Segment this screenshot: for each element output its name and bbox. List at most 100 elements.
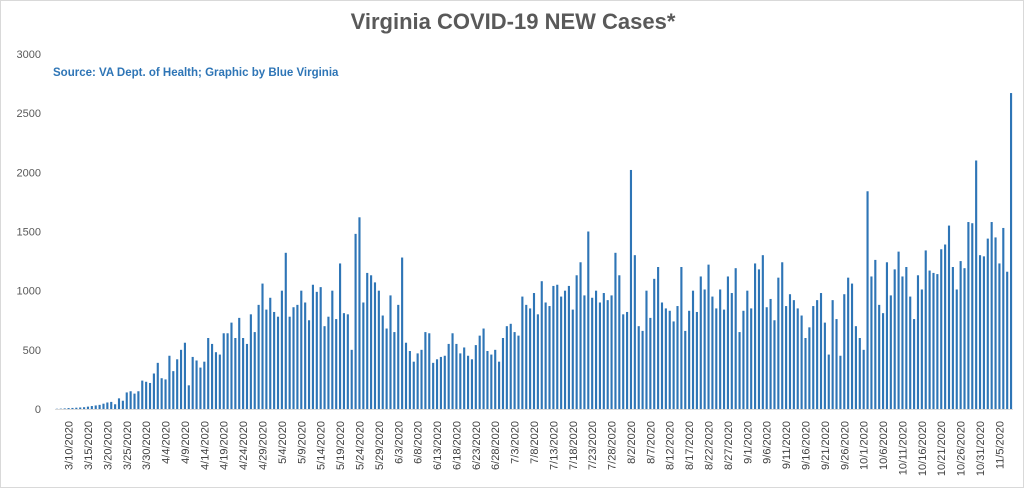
bar — [894, 269, 896, 409]
bar — [1002, 228, 1004, 409]
bar — [696, 312, 698, 409]
bar — [909, 297, 911, 409]
bar — [118, 398, 120, 409]
bar — [669, 311, 671, 409]
bar — [467, 356, 469, 409]
bar — [475, 345, 477, 409]
bar — [579, 262, 581, 409]
bar — [525, 305, 527, 409]
x-tick-label: 8/7/2020 — [645, 421, 657, 464]
y-tick-label: 500 — [23, 345, 41, 357]
bar — [754, 263, 756, 409]
bar — [382, 316, 384, 409]
bar — [991, 222, 993, 409]
x-tick-label: 3/25/2020 — [122, 421, 134, 470]
x-tick-label: 4/29/2020 — [258, 421, 270, 470]
bar — [273, 312, 275, 409]
bar — [529, 308, 531, 409]
bar — [843, 294, 845, 409]
bar — [828, 355, 830, 409]
bar — [137, 391, 139, 409]
bar — [227, 333, 229, 409]
y-tick-label: 1500 — [17, 227, 41, 239]
bar — [304, 303, 306, 410]
bar — [1010, 93, 1012, 409]
x-tick-label: 3/10/2020 — [64, 421, 76, 470]
x-tick-label: 4/24/2020 — [238, 421, 250, 470]
x-tick-label: 5/9/2020 — [296, 421, 308, 464]
bar — [188, 385, 190, 409]
bar — [289, 317, 291, 409]
bar — [560, 297, 562, 409]
bar — [351, 350, 353, 409]
bar — [164, 379, 166, 409]
bar — [95, 405, 97, 409]
bar — [537, 314, 539, 409]
x-tick-label: 6/18/2020 — [451, 421, 463, 470]
x-tick-label: 4/9/2020 — [180, 421, 192, 464]
y-tick-label: 3000 — [17, 49, 41, 61]
bar — [459, 353, 461, 409]
bar — [994, 237, 996, 409]
x-tick-label: 7/23/2020 — [587, 421, 599, 470]
x-tick-label: 6/23/2020 — [471, 421, 483, 470]
x-tick-label: 6/8/2020 — [413, 421, 425, 464]
bar — [773, 320, 775, 409]
x-tick-label: 8/22/2020 — [704, 421, 716, 470]
bar — [308, 320, 310, 409]
bar — [921, 289, 923, 409]
bar — [296, 305, 298, 409]
bar — [956, 289, 958, 409]
bar — [704, 289, 706, 409]
bar — [952, 267, 954, 409]
x-tick-label: 8/2/2020 — [626, 421, 638, 464]
bar — [424, 332, 426, 409]
bar — [638, 326, 640, 409]
x-tick-label: 9/16/2020 — [800, 421, 812, 470]
bar — [238, 318, 240, 409]
x-tick-label: 7/18/2020 — [568, 421, 580, 470]
bar — [715, 308, 717, 409]
x-tick-label: 10/11/2020 — [897, 421, 909, 475]
bar — [967, 222, 969, 409]
bar — [180, 350, 182, 409]
bar — [870, 276, 872, 409]
bar — [126, 392, 128, 409]
bar — [649, 318, 651, 409]
bar — [79, 407, 81, 409]
bar — [789, 294, 791, 409]
bar — [851, 284, 853, 409]
bar — [498, 362, 500, 409]
bar — [630, 170, 632, 409]
bar — [405, 343, 407, 409]
bar — [258, 305, 260, 409]
bar — [184, 343, 186, 409]
bar — [358, 217, 360, 409]
bar — [192, 357, 194, 409]
bar — [963, 268, 965, 409]
bar — [820, 293, 822, 409]
bar — [583, 295, 585, 409]
bar — [781, 262, 783, 409]
x-tick-label: 10/1/2020 — [859, 421, 871, 470]
x-tick-label: 6/13/2020 — [432, 421, 444, 470]
bar — [847, 278, 849, 409]
bar — [591, 298, 593, 409]
bar — [471, 359, 473, 409]
bar — [653, 279, 655, 409]
bar — [901, 276, 903, 409]
x-tick-label: 5/4/2020 — [277, 421, 289, 464]
x-tick-label: 10/26/2020 — [956, 421, 968, 476]
bar — [777, 278, 779, 409]
bar — [196, 360, 198, 409]
bar — [711, 297, 713, 409]
x-tick-label: 3/20/2020 — [102, 421, 114, 470]
bar — [292, 307, 294, 409]
bar — [944, 245, 946, 409]
y-tick-label: 2500 — [17, 108, 41, 120]
bar — [793, 300, 795, 409]
bar — [420, 350, 422, 409]
bar — [766, 307, 768, 409]
bar — [657, 267, 659, 409]
